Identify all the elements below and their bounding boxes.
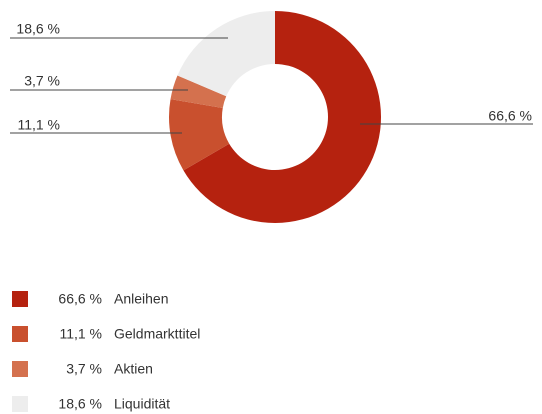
- legend-value: 3,7 %: [66, 361, 102, 377]
- legend-value: 18,6 %: [58, 396, 102, 412]
- slice-label: 11,1 %: [17, 117, 60, 133]
- legend-swatch: [12, 291, 28, 307]
- legend-value: 66,6 %: [58, 291, 102, 307]
- slice-label: 3,7 %: [24, 73, 60, 89]
- legend-label: Aktien: [114, 361, 153, 377]
- legend-swatch: [12, 361, 28, 377]
- donut-slice: [183, 11, 381, 223]
- donut-slice: [177, 11, 275, 97]
- legend-swatch: [12, 326, 28, 342]
- legend-swatch: [12, 396, 28, 412]
- legend-label: Anleihen: [114, 291, 169, 307]
- slice-label: 66,6 %: [488, 108, 532, 124]
- slice-label: 18,6 %: [16, 21, 60, 37]
- legend-label: Geldmarkttitel: [114, 326, 200, 342]
- legend-value: 11,1 %: [59, 326, 102, 342]
- donut-slice: [169, 99, 230, 171]
- legend-label: Liquidität: [114, 396, 170, 412]
- donut-slice: [170, 75, 227, 109]
